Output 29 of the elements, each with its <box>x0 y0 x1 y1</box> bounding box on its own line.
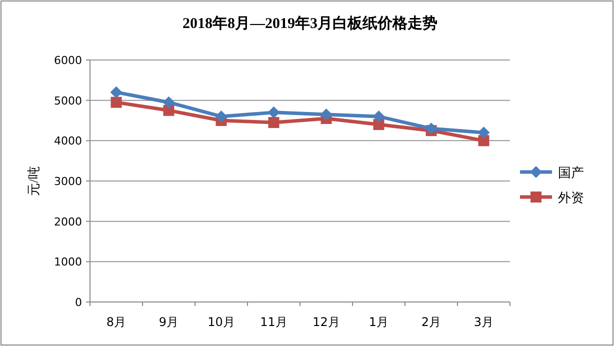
x-tick-label: 9月 <box>158 315 179 329</box>
y-tick-label: 3000 <box>54 175 82 188</box>
point <box>478 126 490 139</box>
y-tick-label: 6000 <box>54 54 82 67</box>
x-tick-label: 2月 <box>421 315 442 329</box>
y-tick-label: 2000 <box>54 215 82 228</box>
legend-label: 外资 <box>558 191 584 206</box>
x-tick-label: 11月 <box>260 315 288 329</box>
point <box>268 117 280 128</box>
x-tick-label: 12月 <box>312 315 340 329</box>
y-tick-label: 4000 <box>54 134 82 148</box>
point <box>372 110 385 122</box>
y-tick-label: 0 <box>75 296 82 309</box>
x-tick-label: 10月 <box>208 315 235 329</box>
point <box>425 122 438 135</box>
point <box>215 110 228 122</box>
x-tick-label: 3月 <box>474 315 494 329</box>
y-tick-label: 1000 <box>54 256 82 269</box>
point <box>162 96 175 108</box>
chart-title: 2018年8月—2019年3月白板纸价格走势 <box>182 15 438 32</box>
legend-label: 国产 <box>558 166 584 181</box>
point <box>110 96 122 108</box>
point <box>320 108 332 120</box>
y-tick-label: 5000 <box>54 94 82 108</box>
x-tick-label: 8月 <box>106 315 126 329</box>
point <box>268 106 280 118</box>
point <box>110 86 122 98</box>
x-tick-label: 1月 <box>368 315 389 329</box>
y-axis-title: 元/吨 <box>26 166 41 196</box>
